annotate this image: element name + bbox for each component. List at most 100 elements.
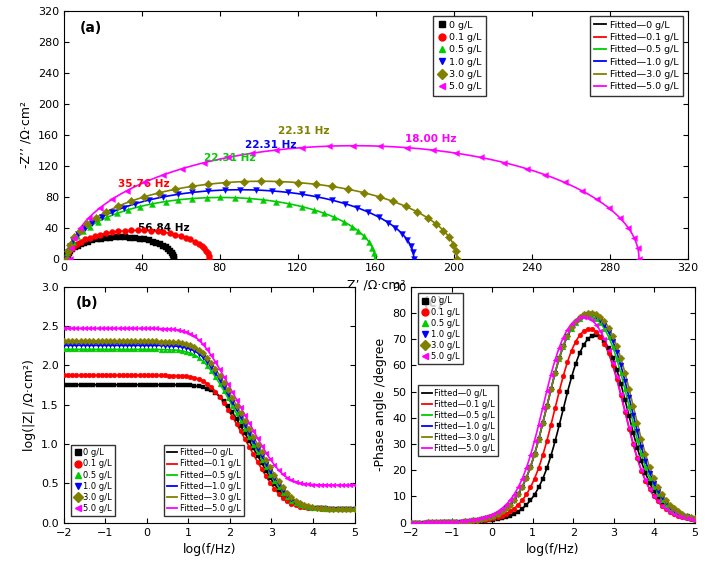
Point <box>92 371 104 380</box>
Point <box>537 451 549 460</box>
Point <box>537 403 549 412</box>
Point <box>467 515 479 524</box>
Point <box>64 242 75 251</box>
Point <box>164 324 175 333</box>
Point <box>444 233 455 242</box>
Point <box>286 496 297 505</box>
Point <box>69 233 80 242</box>
Point <box>294 478 306 487</box>
Point <box>104 341 116 350</box>
Point <box>273 485 284 494</box>
Point <box>500 500 511 509</box>
Point <box>125 197 136 206</box>
Point <box>467 516 479 525</box>
Point <box>132 226 143 235</box>
Point <box>227 393 238 402</box>
Point <box>214 365 225 374</box>
Point <box>496 507 508 516</box>
Point <box>323 504 335 513</box>
Point <box>118 203 130 212</box>
Point <box>72 241 83 250</box>
Point <box>164 229 175 238</box>
Point <box>627 428 639 437</box>
Point <box>113 371 124 380</box>
Point <box>570 318 581 327</box>
Point <box>426 518 437 527</box>
Point <box>629 234 640 243</box>
Point <box>108 345 120 354</box>
Point <box>307 504 318 513</box>
Point <box>623 402 635 411</box>
Point <box>197 377 208 386</box>
Point <box>406 518 417 527</box>
Point <box>545 384 557 393</box>
Point <box>517 482 528 491</box>
Point <box>193 382 204 391</box>
Point <box>75 345 86 354</box>
Point <box>160 341 171 350</box>
Point <box>488 515 499 524</box>
Point <box>79 235 91 244</box>
Point <box>294 502 306 511</box>
Point <box>92 337 104 346</box>
Point <box>615 354 627 363</box>
Point <box>422 518 433 527</box>
Point <box>151 337 162 346</box>
Point <box>202 180 213 189</box>
Point <box>488 511 499 520</box>
Text: (a): (a) <box>79 21 101 35</box>
Point <box>332 481 343 490</box>
Point <box>147 324 158 333</box>
Point <box>652 497 664 506</box>
Point <box>484 513 495 522</box>
Point <box>685 515 696 524</box>
Point <box>447 518 458 527</box>
Point <box>138 341 150 350</box>
Point <box>451 517 462 526</box>
Point <box>540 170 551 179</box>
Point <box>508 509 520 518</box>
Point <box>627 410 639 419</box>
Point <box>199 244 210 253</box>
Point <box>484 513 495 522</box>
Point <box>447 518 458 527</box>
Point <box>172 338 183 347</box>
Point <box>298 501 310 510</box>
Point <box>247 450 259 459</box>
Point <box>167 371 179 380</box>
Point <box>96 234 107 243</box>
Point <box>121 371 133 380</box>
Text: 22.31 Hz: 22.31 Hz <box>245 140 296 150</box>
Point <box>240 429 251 438</box>
Point <box>315 481 326 490</box>
Point <box>319 504 330 513</box>
Point <box>660 502 671 511</box>
Point <box>451 518 462 527</box>
Point <box>447 518 458 527</box>
Point <box>164 341 175 350</box>
Y-axis label: -Phase angle /degree: -Phase angle /degree <box>374 338 386 471</box>
Point <box>406 518 417 527</box>
Point <box>303 504 314 513</box>
Point <box>185 235 196 244</box>
Point <box>607 342 618 351</box>
Point <box>455 517 467 526</box>
Point <box>529 436 540 445</box>
Point <box>496 507 508 516</box>
Point <box>340 504 352 513</box>
Point <box>62 324 74 333</box>
Point <box>298 501 310 510</box>
Point <box>315 504 326 513</box>
Point <box>450 247 462 256</box>
Point <box>657 501 668 510</box>
Point <box>186 188 198 197</box>
Point <box>582 334 593 343</box>
Point <box>151 324 162 333</box>
Point <box>677 513 688 522</box>
Point <box>632 454 643 463</box>
Point <box>235 413 247 422</box>
Point <box>685 513 696 522</box>
Point <box>632 419 643 428</box>
Point <box>566 324 577 333</box>
Point <box>172 196 184 205</box>
